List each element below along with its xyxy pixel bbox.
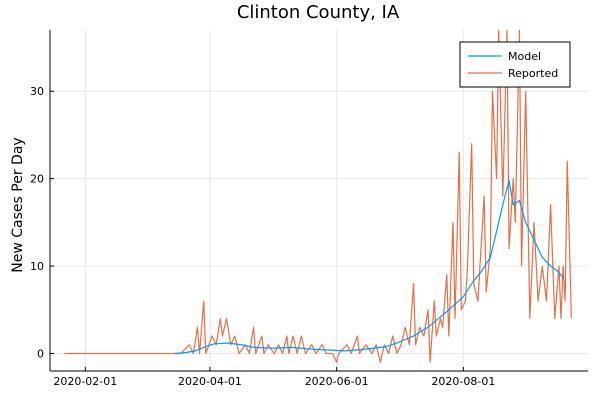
- legend: Model Reported: [459, 41, 571, 88]
- x-tick-label: 2020-06-01: [305, 375, 369, 388]
- chart-title: Clinton County, IA: [237, 2, 400, 23]
- y-tick-label: 0: [37, 348, 44, 361]
- legend-label-model: Model: [508, 50, 541, 63]
- axis-layer: [49, 30, 588, 372]
- x-tick-label: 2020-08-01: [431, 375, 495, 388]
- legend-label-reported: Reported: [508, 67, 558, 80]
- tick-layer: 2020-02-01 2020-04-01 2020-06-01 2020-08-01…: [30, 85, 495, 388]
- y-tick-label: 20: [30, 173, 44, 186]
- legend-box: [459, 41, 571, 88]
- series-line-reported: [64, 30, 572, 363]
- series-line-model: [174, 179, 564, 355]
- y-tick-label: 30: [30, 85, 44, 98]
- y-axis-label: New Cases Per Day: [10, 137, 26, 272]
- series-layer: [64, 30, 572, 363]
- x-tick-label: 2020-02-01: [53, 375, 117, 388]
- y-tick-label: 10: [30, 260, 44, 273]
- x-tick-label: 2020-04-01: [178, 375, 242, 388]
